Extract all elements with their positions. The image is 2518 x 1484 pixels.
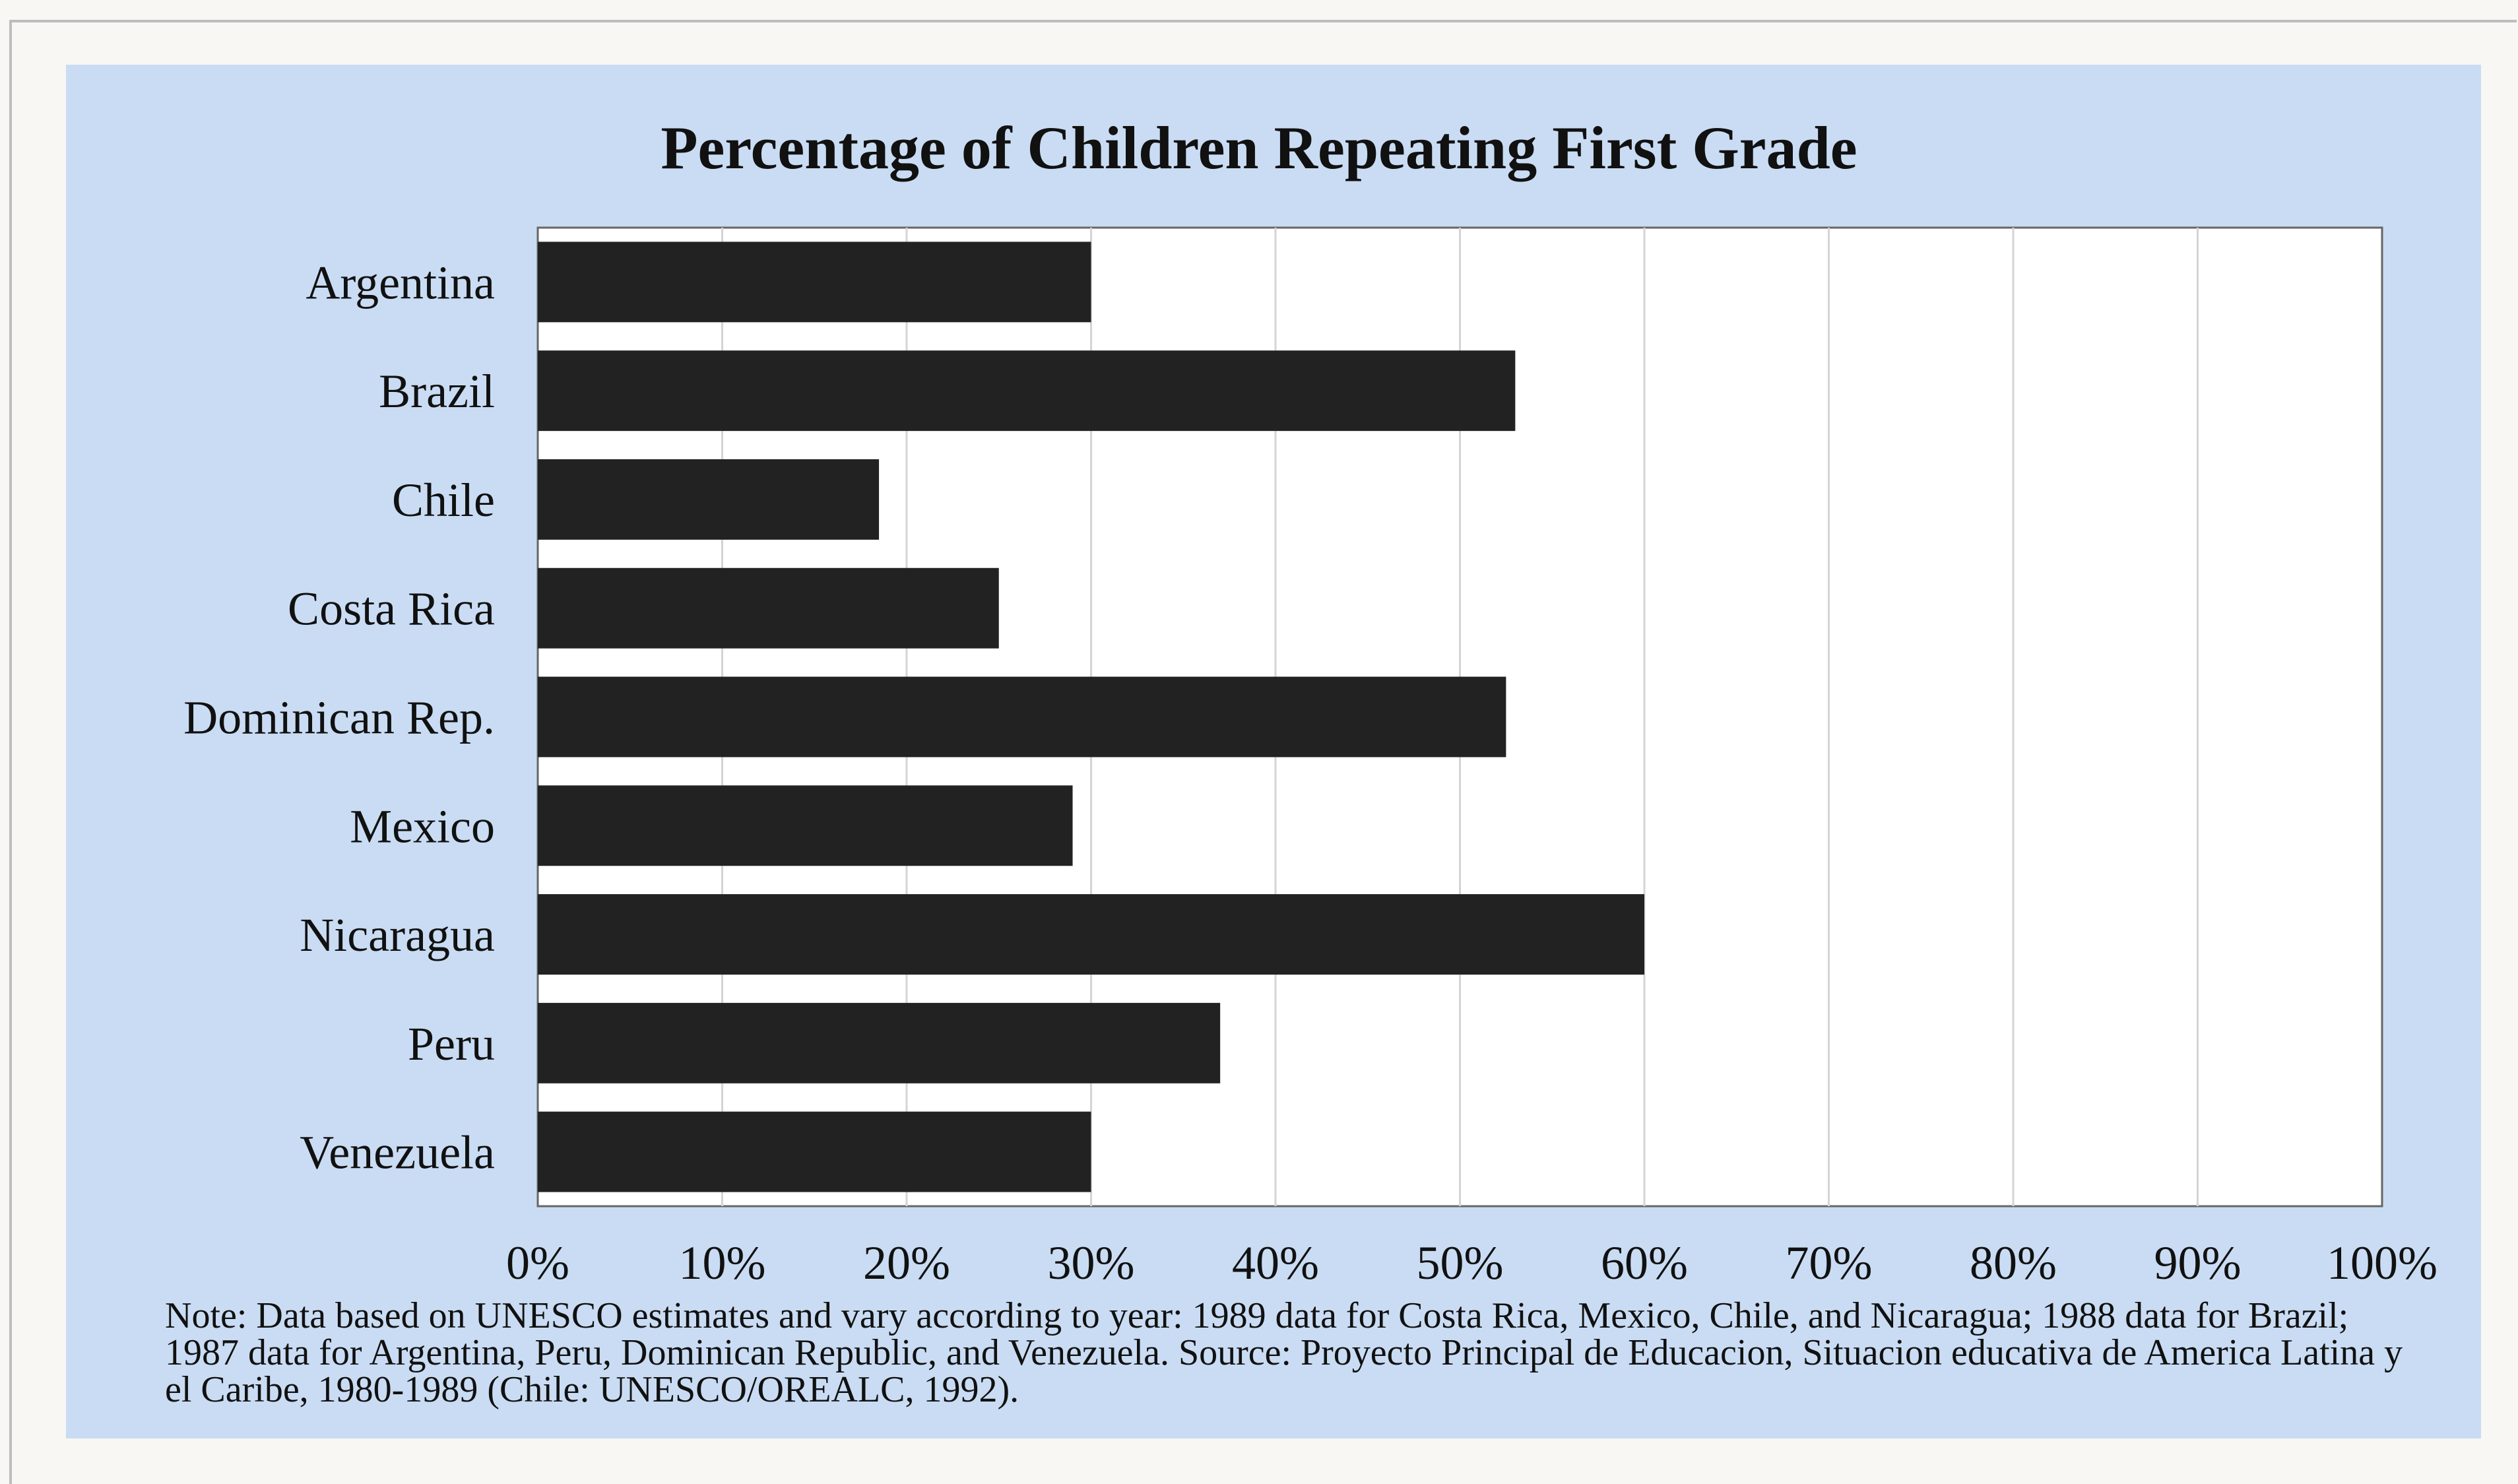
category-labels: Argentina Brazil Chile Costa Rica Dominican … [183,256,495,1178]
category-label: Dominican Rep. [183,692,495,744]
x-tick-label: 30% [1048,1237,1135,1289]
category-label: Argentina [306,256,495,309]
bar [538,676,1506,758]
category-label: Chile [392,474,495,527]
x-tick-label: 90% [2154,1237,2242,1289]
x-tick-label: 70% [1786,1237,1873,1289]
x-tick-label: 50% [1417,1237,1504,1289]
bars [538,242,1644,1192]
x-tick-label: 100% [2327,1237,2437,1289]
category-label: Peru [408,1017,495,1070]
bar [538,567,999,649]
x-tick-label: 10% [679,1237,766,1289]
x-tick-label: 40% [1232,1237,1319,1289]
x-tick-label: 20% [863,1237,950,1289]
x-tick-label: 0% [506,1237,569,1289]
bar [538,242,1091,323]
x-tick-label: 60% [1601,1237,1688,1289]
chart-title: Percentage of Children Repeating First G… [661,114,1857,181]
bar [538,1111,1091,1192]
bar [538,459,880,540]
page-frame [9,20,2517,1484]
x-tick-label: 80% [1970,1237,2057,1289]
bar [538,350,1516,432]
category-label: Nicaragua [300,909,495,961]
category-label: Venezuela [300,1126,495,1179]
category-label: Mexico [350,800,495,853]
category-label: Costa Rica [288,583,495,635]
category-label: Brazil [379,365,495,418]
bar [538,1002,1221,1083]
bar [538,894,1644,975]
bar [538,785,1073,866]
chart-note: Note: Data based on UNESCO estimates and… [165,1295,2403,1410]
x-axis-tick-labels: 0% 10% 20% 30% 40% 50% 60% 70% 80% 90% 100% [506,1237,2437,1289]
